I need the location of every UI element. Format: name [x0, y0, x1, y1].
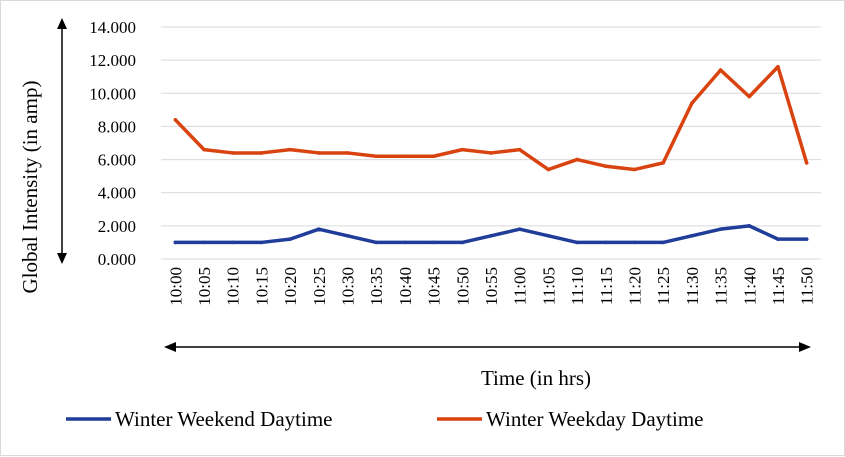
- x-tick-label: 10:45: [425, 267, 444, 306]
- data-point: [575, 157, 579, 162]
- x-tick-label: 11:10: [568, 267, 587, 305]
- gridlines: [161, 26, 821, 260]
- data-point: [690, 234, 694, 238]
- data-point: [288, 237, 292, 241]
- data-point: [230, 151, 235, 155]
- x-tick-label: 11:15: [597, 267, 616, 305]
- x-tick-label: 11:40: [740, 267, 759, 305]
- data-point: [374, 240, 379, 245]
- x-tick-label: 11:20: [625, 267, 644, 305]
- legend-label-weekday: Winter Weekday Daytime: [486, 407, 704, 431]
- x-tick-label: 10:30: [339, 267, 358, 306]
- x-tick-label: 10:50: [453, 267, 472, 306]
- data-point: [259, 240, 264, 245]
- x-tick-label: 11:00: [511, 267, 530, 305]
- x-tick-label: 11:25: [654, 267, 673, 305]
- y-tick-label: 10.000: [89, 84, 136, 103]
- data-point: [690, 101, 694, 106]
- y-tick-label: 12.000: [89, 51, 136, 70]
- data-point: [431, 154, 436, 159]
- x-tick-label: 11:45: [769, 267, 788, 305]
- x-tick-label: 11:30: [683, 267, 702, 305]
- x-tick-label: 11:05: [539, 267, 558, 305]
- data-point: [718, 68, 723, 72]
- data-point: [776, 237, 780, 241]
- y-tick-label: 14.000: [89, 18, 136, 37]
- data-point: [460, 147, 465, 152]
- x-tick-label: 10:15: [252, 267, 271, 306]
- data-point: [173, 118, 178, 122]
- x-tick-label: 10:20: [281, 267, 300, 306]
- data-point: [345, 234, 350, 238]
- y-tick-label: 0.000: [98, 250, 136, 269]
- x-tick-label: 10:25: [310, 267, 329, 306]
- data-point: [202, 147, 206, 152]
- data-point: [202, 240, 206, 245]
- data-point: [288, 147, 292, 152]
- x-tick-label: 11:35: [712, 267, 731, 305]
- data-series: [173, 64, 809, 245]
- data-point: [489, 151, 493, 155]
- data-point: [345, 151, 350, 155]
- data-point: [517, 227, 522, 231]
- x-tick-label: 10:55: [482, 267, 501, 306]
- data-point: [546, 167, 551, 172]
- y-tick-label: 2.000: [98, 217, 136, 236]
- data-point: [489, 234, 493, 238]
- data-point: [173, 240, 178, 245]
- y-tick-labels: 0.000 2.000 4.000 6.000 8.000 10.000 12.000 14.…: [89, 18, 136, 269]
- data-point: [517, 147, 522, 152]
- x-tick-label: 10:10: [224, 267, 243, 306]
- data-point: [230, 240, 235, 245]
- data-point: [747, 94, 752, 99]
- legend: Winter Weekend Daytime Winter Weekday Da…: [66, 407, 704, 431]
- data-point: [460, 240, 465, 245]
- data-point: [317, 227, 321, 231]
- data-point: [603, 164, 608, 168]
- data-point: [661, 161, 665, 165]
- x-tick-label: 11:50: [798, 267, 817, 305]
- y-tick-label: 6.000: [98, 151, 136, 170]
- data-point: [804, 161, 809, 165]
- data-point: [317, 151, 321, 155]
- data-point: [632, 240, 637, 245]
- data-point: [776, 64, 780, 69]
- x-axis-title: Time (in hrs): [481, 366, 591, 390]
- data-point: [718, 227, 723, 231]
- x-tick-label: 10:05: [195, 267, 214, 306]
- legend-label-weekend: Winter Weekend Daytime: [115, 407, 333, 431]
- data-point: [632, 167, 637, 172]
- y-tick-label: 4.000: [98, 184, 136, 203]
- data-point: [431, 240, 436, 245]
- data-point: [259, 151, 264, 155]
- y-axis-title: Global Intensity (in amp): [18, 81, 42, 294]
- data-point: [575, 240, 579, 245]
- data-point: [374, 154, 379, 159]
- x-tick-label: 10:00: [166, 267, 185, 306]
- data-point: [661, 240, 665, 245]
- x-axis-arrow: [164, 342, 811, 352]
- x-tick-label: 10:40: [396, 267, 415, 306]
- data-point: [403, 154, 407, 159]
- data-point: [603, 240, 608, 245]
- y-tick-label: 8.000: [98, 117, 136, 136]
- data-point: [747, 224, 752, 228]
- x-tick-labels: 10:00 10:05 10:10 10:15 10:20 10:25 10:30 10:35…: [166, 267, 816, 306]
- x-tick-label: 10:35: [367, 267, 386, 306]
- y-axis-arrow: [57, 18, 67, 264]
- data-point: [804, 237, 809, 241]
- data-point: [403, 240, 407, 245]
- data-point: [546, 234, 551, 238]
